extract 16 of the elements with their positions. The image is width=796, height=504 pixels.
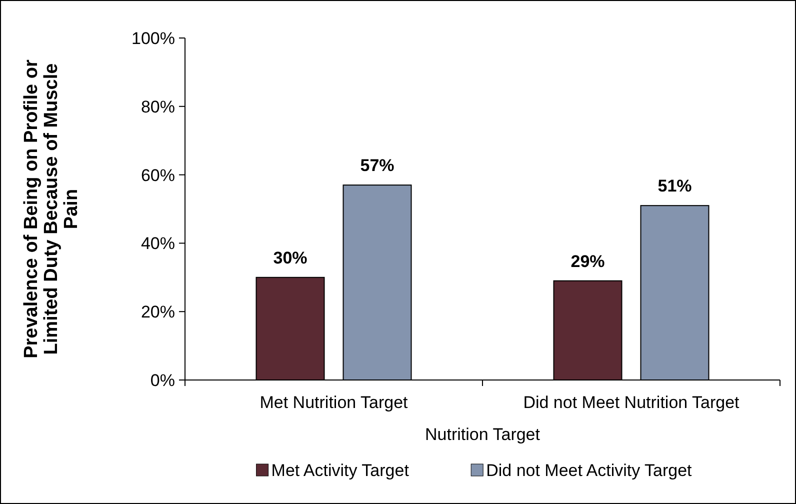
x-tick-label: Did not Meet Nutrition Target bbox=[523, 393, 740, 412]
y-tick-label: 20% bbox=[140, 302, 175, 322]
x-axis-title: Nutrition Target bbox=[425, 425, 540, 444]
legend-label: Met Activity Target bbox=[271, 461, 410, 480]
y-tick-label: 100% bbox=[132, 28, 175, 48]
y-axis-title: Prevalence of Being on Profile or Limited Duty Because of Muscle Pain bbox=[21, 58, 82, 358]
y-tick-label: 40% bbox=[140, 234, 175, 254]
data-label: 57% bbox=[360, 156, 394, 176]
data-label: 30% bbox=[273, 248, 308, 268]
data-label: 29% bbox=[570, 252, 605, 271]
data-label: 51% bbox=[658, 176, 692, 196]
x-tick-label: Met Nutrition Target bbox=[260, 393, 408, 412]
y-tick-label: 0% bbox=[150, 370, 175, 390]
y-tick-label: 80% bbox=[140, 97, 175, 116]
legend-label: Did not Meet Activity Target bbox=[486, 461, 692, 480]
y-tick-label: 60% bbox=[140, 166, 175, 185]
